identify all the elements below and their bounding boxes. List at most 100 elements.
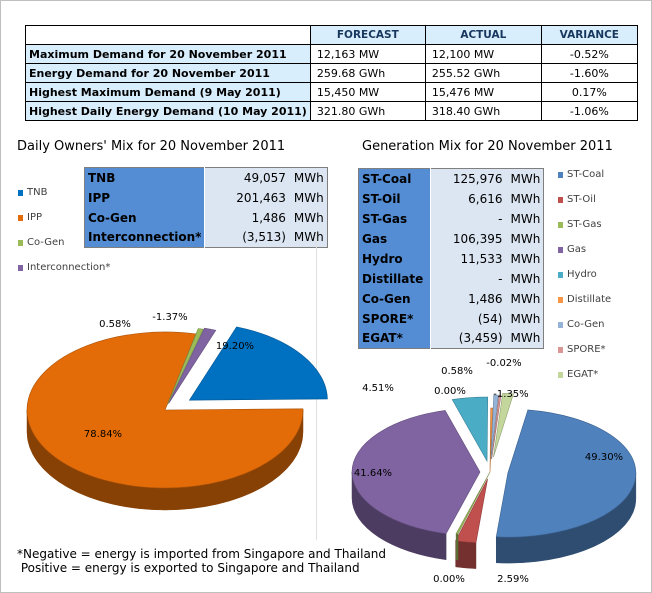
- gen-unit: MWh: [505, 228, 544, 249]
- legend-item-egat: EGAT*: [558, 369, 598, 380]
- demand-summary-table: FORECAST ACTUAL VARIANCE Maximum Demand …: [25, 25, 638, 121]
- gen-value: 6,616: [430, 188, 506, 209]
- gen-value: 11,533: [430, 248, 506, 269]
- gen-name: Co-Gen: [358, 288, 431, 309]
- legend-swatch: [558, 346, 563, 353]
- owner-unit: MWh: [288, 207, 328, 228]
- actual-cell: 255.52 GWh: [424, 63, 542, 83]
- table-row: ST-Gas - MWh: [358, 208, 544, 229]
- table-row: ST-Oil 6,616 MWh: [358, 188, 544, 209]
- note-line-1: *Negative = energy is imported from Sing…: [17, 547, 387, 561]
- legend-swatch: [18, 264, 23, 271]
- legend-item-distillate: Distillate: [558, 294, 611, 305]
- pie-slice-top: [455, 471, 491, 535]
- owner-name: Co-Gen: [84, 207, 206, 228]
- pie-slice-side: [455, 533, 459, 561]
- owners-mix-pie: 19.20% 78.84% 0.58% -1.37%: [26, 312, 328, 511]
- gen-name: ST-Coal: [358, 168, 431, 189]
- legend-label: Hydro: [567, 269, 597, 280]
- pie-slice-top: [495, 409, 637, 538]
- interconnection-note: *Negative = energy is imported from Sing…: [17, 547, 386, 575]
- pie-data-label: -1.37%: [152, 312, 187, 323]
- forecast-cell: 321.80 GWh: [309, 101, 426, 121]
- pie-slice-hydro: [451, 396, 489, 463]
- table-row: Hydro 11,533 MWh: [358, 248, 544, 269]
- pie-data-label: 4.51%: [362, 383, 394, 394]
- legend-swatch: [558, 321, 563, 328]
- pie-slice-side: [455, 540, 477, 569]
- legend-item-st-coal: ST-Coal: [558, 169, 604, 180]
- gen-value: 1,486: [430, 288, 506, 309]
- legend-item-interconnection: Interconnection*: [18, 262, 110, 273]
- legend-label: ST-Gas: [567, 219, 602, 230]
- actual-cell: 15,476 MW: [424, 82, 542, 102]
- legend-item-co-gen: Co-Gen: [18, 237, 65, 248]
- table-row: IPP 201,463 MWh: [84, 187, 328, 208]
- gen-value: -: [430, 268, 506, 289]
- gen-name: Hydro: [358, 248, 431, 269]
- owner-value: 49,057: [204, 167, 289, 188]
- variance-cell: -1.06%: [540, 101, 638, 121]
- pie-data-label: 19.20%: [216, 341, 254, 352]
- gen-unit: MWh: [505, 328, 544, 349]
- pie-slice-co-gen: [167, 328, 204, 405]
- legend-label: ST-Coal: [567, 169, 605, 180]
- pie-slice-top: [188, 326, 328, 401]
- row-label: Energy Demand for 20 November 2011: [25, 63, 311, 83]
- owner-name: TNB: [84, 167, 206, 188]
- legend-label: Co-Gen: [567, 319, 605, 330]
- gen-name: ST-Oil: [358, 188, 431, 209]
- summary-header-blank: [25, 25, 311, 45]
- summary-header-variance: VARIANCE: [540, 25, 638, 45]
- actual-cell: 12,100 MW: [424, 44, 542, 64]
- pie-data-label: 0.58%: [99, 319, 131, 330]
- gen-name: ST-Gas: [358, 208, 431, 229]
- table-row: Distillate - MWh: [358, 268, 544, 289]
- gen-name: EGAT*: [358, 328, 431, 349]
- row-label: Maximum Demand for 20 November 2011: [25, 44, 311, 64]
- legend-swatch: [18, 189, 23, 196]
- pie-data-label: 41.64%: [354, 468, 392, 479]
- legend-swatch: [558, 221, 563, 228]
- gen-name: SPORE*: [358, 308, 431, 329]
- pie-slice-top: [455, 478, 488, 543]
- table-row: Maximum Demand for 20 November 2011 12,1…: [25, 44, 638, 64]
- pie-data-label: 0.00%: [434, 386, 466, 397]
- pie-data-label: 0.00%: [433, 574, 465, 585]
- row-label: Highest Daily Energy Demand (10 May 2011…: [25, 101, 311, 121]
- pie-slice-top: [493, 392, 514, 458]
- generation-mix-pie: 49.30% 2.59% 0.00% 41.64% 4.51% 0.00% 0.58% -0.…: [351, 358, 637, 585]
- gen-name: Distillate: [358, 268, 431, 289]
- table-row: Energy Demand for 20 November 2011 259.6…: [25, 63, 638, 83]
- pie-slice-ipp: [26, 331, 304, 511]
- pie-slice-egat: [493, 392, 514, 458]
- legend-item-st-oil: ST-Oil: [558, 194, 596, 205]
- gen-unit: MWh: [505, 168, 544, 189]
- pie-slice-co-gen: [490, 394, 499, 460]
- table-row: ST-Coal 125,976 MWh: [358, 168, 544, 189]
- legend-label: EGAT*: [567, 369, 599, 380]
- table-row: Co-Gen 1,486 MWh: [358, 288, 544, 309]
- pie-slice-gas: [351, 410, 481, 561]
- legend-label: Co-Gen: [27, 237, 65, 248]
- pie-data-label: 0.58%: [441, 366, 473, 377]
- gen-value: (54): [430, 308, 506, 329]
- table-row: EGAT* (3,459) MWh: [358, 328, 544, 349]
- pie-slice-top: [168, 327, 217, 404]
- pie-slice-top: [451, 396, 489, 463]
- pie-slice-top: [26, 331, 304, 489]
- owner-unit: MWh: [288, 167, 328, 188]
- legend-label: ST-Oil: [567, 194, 596, 205]
- legend-item-tnb: TNB: [18, 187, 47, 198]
- legend-swatch: [558, 296, 563, 303]
- gen-value: (3,459): [430, 328, 506, 349]
- summary-header-actual: ACTUAL: [424, 25, 542, 45]
- gen-unit: MWh: [505, 188, 544, 209]
- legend-label: IPP: [27, 212, 43, 223]
- legend-item-gas: Gas: [558, 244, 586, 255]
- legend-swatch: [558, 246, 563, 253]
- table-row: TNB 49,057 MWh: [84, 167, 328, 188]
- pie-slice-top: [490, 394, 499, 460]
- pie-data-label: 2.59%: [497, 574, 529, 585]
